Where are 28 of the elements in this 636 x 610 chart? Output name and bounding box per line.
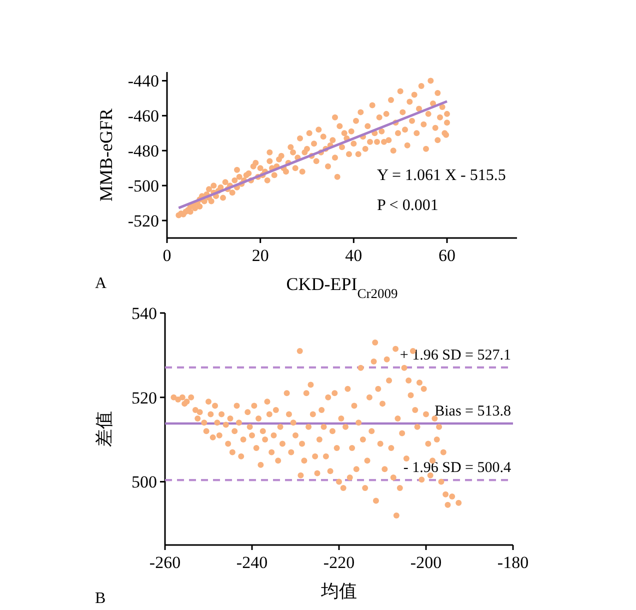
x-tick-label: 40	[345, 246, 362, 265]
x-tick-label: -240	[236, 553, 268, 572]
y-tick-label: 540	[132, 304, 157, 323]
ref-line-label: + 1.96 SD = 527.1	[400, 347, 511, 364]
annotation: P < 0.001	[377, 197, 438, 214]
y-axis-title: MMB-eGFR	[96, 108, 116, 202]
ref-line-label: Bias = 513.8	[434, 404, 511, 420]
ref-line-label: - 1.96 SD = 500.4	[403, 460, 512, 476]
y-tick-label: -520	[128, 212, 159, 231]
x-tick-label: -200	[410, 553, 442, 572]
y-tick-label: -440	[128, 72, 159, 91]
x-tick-label: -180	[497, 553, 529, 572]
x-tick-label: 0	[162, 246, 172, 265]
x-axis-title: CKD-EPI$_{Cr2009}$	[286, 274, 398, 300]
y-tick-label: 500	[132, 472, 157, 492]
text: A	[95, 275, 107, 292]
y-tick-label: -500	[128, 176, 159, 196]
y-tick-label: -480	[128, 142, 159, 161]
text: B	[95, 590, 106, 607]
x-tick-label: -220	[323, 553, 355, 572]
y-tick-label: -460	[128, 106, 159, 126]
y-tick-label: 520	[132, 388, 157, 408]
x-tick-label: 20	[252, 246, 269, 265]
x-axis-title: 均值	[320, 581, 357, 601]
x-tick-label: 60	[438, 246, 456, 265]
annotation: Y = 1.061 X - 515.5	[377, 167, 506, 184]
x-tick-label: -260	[149, 553, 181, 572]
y-axis-title: 差值	[94, 411, 114, 447]
